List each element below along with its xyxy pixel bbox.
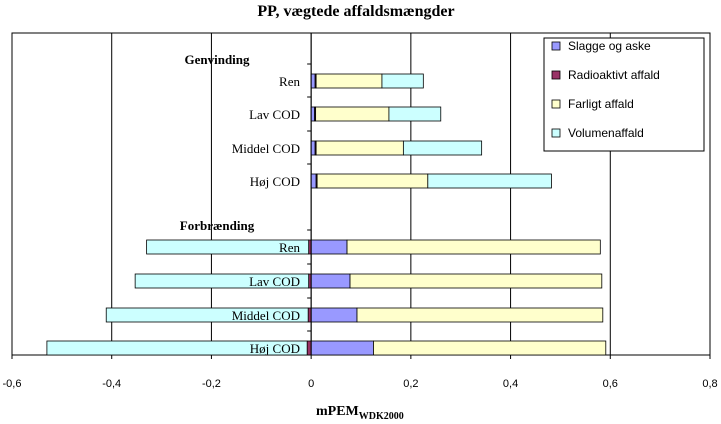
- legend-box: [543, 37, 705, 152]
- bar-genvinding-2-series-1: [310, 106, 316, 122]
- bar-forbraending-2-series-3: [349, 273, 603, 289]
- bar-forbraending-3-series-3: [356, 307, 604, 323]
- x-axis-title-sub: WDK2000: [359, 411, 404, 422]
- x-tick-label: 0,4: [503, 378, 518, 390]
- bar-forbraending-2-series-1: [310, 273, 351, 289]
- bar-forbraending-1-series-4: [146, 239, 310, 255]
- bar-genvinding-4-series-4: [427, 173, 552, 189]
- category-labels: Ren Lav COD Middel COD Høj COD Ren Lav COD Mid…: [232, 33, 312, 356]
- category-label-genvinding-3: Middel COD: [232, 141, 300, 156]
- bar-forbraending-2-series-4: [134, 273, 310, 289]
- bar-genvinding-1-series-4: [381, 73, 424, 89]
- legend: Slagge og aske Radioaktivt affald Farligt …: [543, 37, 705, 152]
- x-tick-label: 0: [308, 378, 314, 390]
- category-label-forbraending-3: Middel COD: [232, 308, 300, 323]
- x-axis-title: mPEMWDK2000: [316, 404, 404, 422]
- bar-genvinding-2-series-4: [388, 106, 442, 122]
- bar-genvinding-1-series-3: [315, 73, 383, 89]
- legend-swatch-1: [551, 41, 561, 51]
- bar-forbraending-4-series-1: [310, 340, 374, 356]
- legend-label-4: Volumenaffald: [568, 126, 644, 140]
- category-label-genvinding-2: Lav COD: [249, 107, 300, 122]
- bar-forbraending-1-series-3: [346, 239, 601, 255]
- category-label-forbraending-4: Høj COD: [250, 341, 300, 356]
- bar-genvinding-4-series-1: [310, 173, 317, 189]
- x-tick-label: -0,4: [102, 378, 121, 390]
- bar-genvinding-4-series-3: [316, 173, 429, 189]
- bar-genvinding-3-series-4: [402, 140, 483, 156]
- x-tick-label: 0,2: [403, 378, 418, 390]
- category-label-forbraending-1: Ren: [279, 240, 300, 255]
- bar-genvinding-3-series-1: [310, 140, 316, 156]
- group-labels: Genvinding Forbrænding: [180, 52, 255, 233]
- legend-label-2: Radioaktivt affald: [568, 68, 660, 82]
- x-tick-label: -0,6: [3, 378, 22, 390]
- legend-label-3: Farligt affald: [568, 97, 634, 111]
- bar-forbraending-4-series-2: [306, 340, 312, 356]
- bar-forbraending-3-series-4: [105, 307, 309, 323]
- chart-title: PP, vægtede affaldsmængder: [257, 3, 454, 20]
- category-label-forbraending-2: Lav COD: [249, 274, 300, 289]
- bar-forbraending-4-series-3: [373, 340, 607, 356]
- x-axis-title-main: mPEM: [316, 404, 359, 419]
- x-tick-label: -0,2: [202, 378, 221, 390]
- bar-genvinding-3-series-3: [315, 140, 404, 156]
- legend-label-1: Slagge og aske: [568, 39, 651, 53]
- bar-genvinding-1-series-1: [310, 73, 316, 89]
- bar-forbraending-3-series-1: [310, 307, 358, 323]
- legend-swatch-3: [551, 99, 561, 109]
- legend-swatch-2: [551, 70, 561, 80]
- x-axis-ticks: -0,6 -0,4 -0,2 0 0,2 0,4 0,6 0,8: [3, 355, 718, 390]
- x-tick-label: 0,6: [603, 378, 618, 390]
- bars: [46, 73, 607, 356]
- group-label-genvinding: Genvinding: [184, 52, 250, 67]
- category-label-genvinding-4: Høj COD: [250, 174, 300, 189]
- category-label-genvinding-1: Ren: [279, 74, 300, 89]
- bar-genvinding-2-series-3: [315, 106, 390, 122]
- x-tick-label: 0,8: [702, 378, 717, 390]
- bar-forbraending-4-series-4: [46, 340, 308, 356]
- bar-forbraending-1-series-1: [310, 239, 348, 255]
- legend-swatch-4: [551, 128, 561, 138]
- group-label-forbraending: Forbrænding: [180, 218, 255, 233]
